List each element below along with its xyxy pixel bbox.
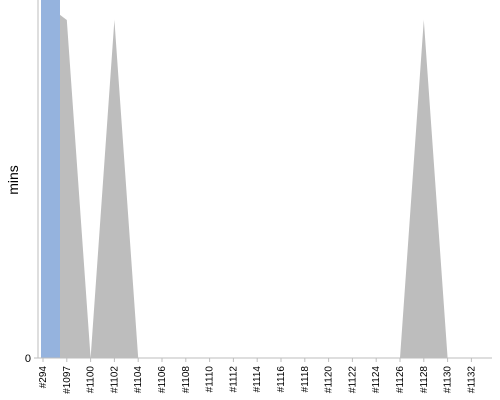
x-tick-label: #1114	[252, 366, 263, 393]
x-tick-label: #1124	[371, 366, 382, 394]
y-axis-label: mins	[5, 165, 21, 195]
x-tick-label: #1130	[443, 366, 454, 394]
x-tick-label: #1110	[205, 366, 216, 393]
x-tick-label: #1132	[466, 366, 477, 394]
x-tick-label: #1126	[395, 366, 406, 394]
x-tick-label: #1112	[228, 366, 239, 393]
series-area-0	[41, 2, 472, 358]
x-tick-label: #1118	[300, 366, 311, 393]
x-tick-label: #1097	[62, 366, 73, 394]
x-tick-label: #1116	[276, 366, 287, 393]
x-tick-label: #1104	[133, 366, 144, 394]
x-tick-label: #1128	[419, 366, 430, 394]
x-tick-label: #1102	[109, 366, 120, 394]
x-tick-label: #1108	[181, 366, 192, 394]
x-tick-label: #1106	[157, 366, 168, 394]
x-tick-label: #1122	[347, 366, 358, 394]
x-tick-label: #1120	[324, 366, 335, 394]
x-tick-label: #294	[38, 366, 49, 389]
y-tick-label: 0	[25, 353, 31, 365]
highlight-bar	[41, 0, 60, 358]
x-tick-label: #1100	[86, 366, 97, 394]
